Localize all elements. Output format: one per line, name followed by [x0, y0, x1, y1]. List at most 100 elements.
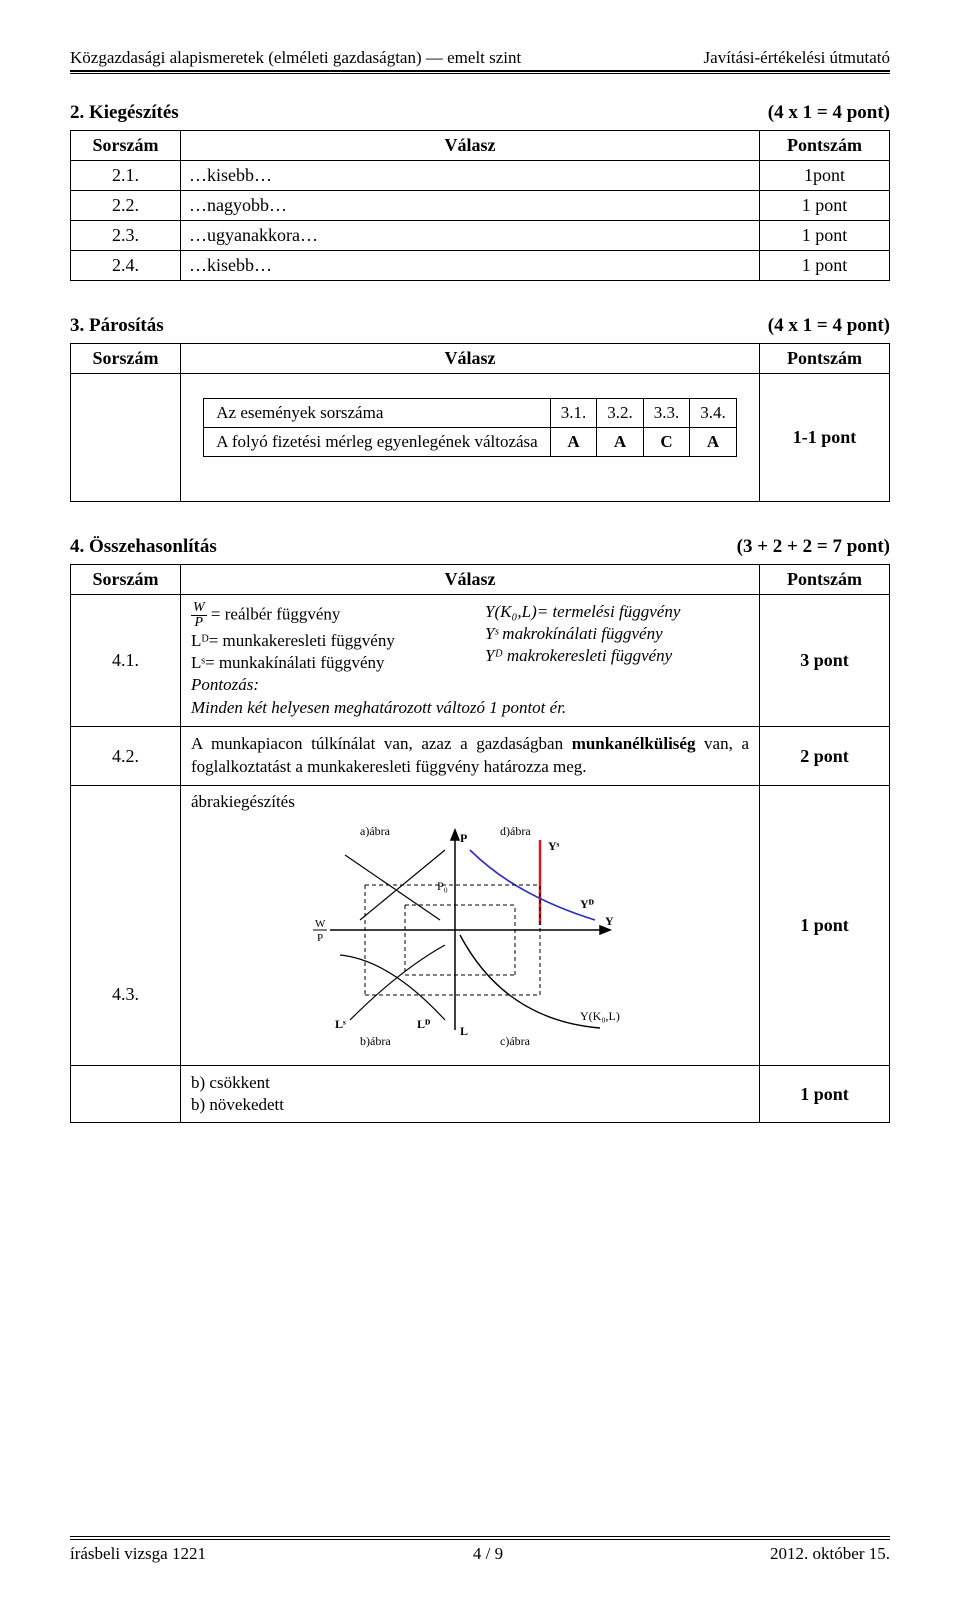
cell-pont: 1pont	[760, 161, 890, 191]
label-d: d)ábra	[500, 824, 531, 838]
table-row: 2.3. …ugyanakkora… 1 pont	[71, 221, 890, 251]
section2-title: 2. Kiegészítés	[70, 102, 179, 124]
line: Lᴰ= munkakeresleti függvény	[191, 630, 455, 652]
cell-sorszam: 2.1.	[71, 161, 181, 191]
line: W P = reálbér függvény	[191, 601, 455, 630]
section2-points: (4 x 1 = 4 pont)	[768, 102, 890, 124]
line: Y(K₀,L)= termelési függvény	[485, 601, 749, 623]
cell-pont: 1 pont	[760, 1065, 890, 1122]
inner-cell: A	[690, 428, 737, 457]
inner-cell: 3.3.	[643, 399, 690, 428]
cell-sorszam: 4.2.	[71, 727, 181, 786]
footer-center: 4 / 9	[473, 1544, 503, 1564]
cell-sorszam: 2.2.	[71, 191, 181, 221]
chart-label: ábrakiegészítés	[191, 792, 749, 812]
th-pontszam: Pontszám	[760, 131, 890, 161]
line: Yˢ makrokínálati függvény	[485, 623, 749, 645]
col-left: W P = reálbér függvény Lᴰ= munkakereslet…	[191, 601, 455, 674]
th-pontszam: Pontszám	[760, 565, 890, 595]
line: b) csökkent	[191, 1072, 749, 1094]
table-row: 4.3. ábrakiegészítés	[71, 785, 890, 1065]
label-L: L	[460, 1024, 468, 1038]
col-right: Y(K₀,L)= termelési függvény Yˢ makrokíná…	[485, 601, 749, 674]
table-section4: Sorszám Válasz Pontszám 4.1. W P = reálb…	[70, 564, 890, 1123]
cell-sorszam: 2.3.	[71, 221, 181, 251]
inner-cell: 3.2.	[597, 399, 644, 428]
fraction-wp: W P	[191, 601, 207, 630]
frac-den: P	[191, 616, 207, 630]
inner-cell: A	[550, 428, 597, 457]
text: A munkapiacon túlkínálat van, azaz a gaz…	[191, 734, 749, 776]
cell-valasz: …kisebb…	[181, 161, 760, 191]
header-right: Javítási-értékelési útmutató	[704, 48, 890, 68]
table-row: b) csökkent b) növekedett 1 pont	[71, 1065, 890, 1122]
th-sorszam: Sorszám	[71, 344, 181, 374]
label-Pdenom: P	[317, 932, 323, 944]
label-b: b)ábra	[360, 1034, 391, 1048]
table-row: 2.2. …nagyobb… 1 pont	[71, 191, 890, 221]
footer: írásbeli vizsga 1221 4 / 9 2012. október…	[70, 1536, 890, 1564]
cell-pont: 1 pont	[760, 251, 890, 281]
cell-valasz: Az események sorszáma 3.1. 3.2. 3.3. 3.4…	[181, 374, 760, 502]
cell-pont: 3 pont	[760, 595, 890, 727]
inner-label: Az események sorszáma	[204, 399, 550, 428]
cell-valasz: …kisebb…	[181, 251, 760, 281]
table-row: 2.4. …kisebb… 1 pont	[71, 251, 890, 281]
inner-label: A folyó fizetési mérleg egyenlegének vál…	[204, 428, 550, 457]
table-row: 4.1. W P = reálbér függvény Lᴰ= munkaker…	[71, 595, 890, 727]
cell-sorszam: 4.3.	[71, 785, 181, 1065]
line: Yᴰ makrokeresleti függvény	[485, 645, 749, 667]
th-sorszam: Sorszám	[71, 131, 181, 161]
th-valasz: Válasz	[181, 344, 760, 374]
cell-sorszam	[71, 1065, 181, 1122]
inner-table: Az események sorszáma 3.1. 3.2. 3.3. 3.4…	[203, 398, 736, 457]
footer-right: 2012. október 15.	[770, 1544, 890, 1564]
cell-valasz: b) csökkent b) növekedett	[181, 1065, 760, 1122]
cell-sorszam: 4.1.	[71, 595, 181, 727]
footer-left: írásbeli vizsga 1221	[70, 1544, 206, 1564]
cell-pont: 1 pont	[760, 191, 890, 221]
cell-valasz: …ugyanakkora…	[181, 221, 760, 251]
table-section3: Sorszám Válasz Pontszám Az események sor…	[70, 343, 890, 502]
label-c: c)ábra	[500, 1034, 531, 1048]
cell-sorszam: 2.4.	[71, 251, 181, 281]
table-row: 2.1. …kisebb… 1pont	[71, 161, 890, 191]
label-W: W	[315, 918, 326, 930]
cell-valasz: A munkapiacon túlkínálat van, azaz a gaz…	[181, 727, 760, 786]
cell-valasz: …nagyobb…	[181, 191, 760, 221]
label-a: a)ábra	[360, 824, 391, 838]
inner-cell: C	[643, 428, 690, 457]
section4-points: (3 + 2 + 2 = 7 pont)	[737, 536, 890, 558]
label-YKL: Y(K₀,L)	[580, 1009, 620, 1023]
inner-cell: 3.1.	[550, 399, 597, 428]
section3-points: (4 x 1 = 4 pont)	[768, 315, 890, 337]
label-P0: P₀	[437, 879, 448, 893]
text: = reálbér függvény	[211, 604, 340, 623]
diagram-four-panel: a)ábra d)ábra b)ábra c)ábra P P₀ Y Yˢ Yᴰ…	[305, 820, 635, 1050]
cell-valasz: ábrakiegészítés	[181, 785, 760, 1065]
cell-sorszam	[71, 374, 181, 502]
line: Lˢ= munkakínálati függvény	[191, 652, 455, 674]
cell-valasz: W P = reálbér függvény Lᴰ= munkakereslet…	[181, 595, 760, 727]
inner-cell: 3.4.	[690, 399, 737, 428]
th-pontszam: Pontszám	[760, 344, 890, 374]
header-rule-double	[70, 71, 890, 74]
section4-title: 4. Összehasonlítás	[70, 536, 217, 558]
label-YD: Yᴰ	[580, 897, 595, 911]
label-Y: Y	[605, 914, 614, 928]
cell-pont: 1 pont	[760, 221, 890, 251]
frac-num: W	[191, 601, 207, 616]
pontozas-label: Pontozás:	[191, 674, 749, 697]
cell-pont: 1 pont	[760, 785, 890, 1065]
line: b) növekedett	[191, 1094, 749, 1116]
th-valasz: Válasz	[181, 131, 760, 161]
table-row: Az események sorszáma 3.1. 3.2. 3.3. 3.4…	[71, 374, 890, 502]
table-row: 4.2. A munkapiacon túlkínálat van, azaz …	[71, 727, 890, 786]
cell-pont: 2 pont	[760, 727, 890, 786]
label-YS: Yˢ	[548, 839, 560, 853]
header-left: Közgazdasági alapismeretek (elméleti gaz…	[70, 48, 521, 68]
cell-pont: 1-1 pont	[760, 374, 890, 502]
label-P: P	[460, 831, 467, 845]
label-LS: Lˢ	[335, 1017, 346, 1031]
table-section2: Sorszám Válasz Pontszám 2.1. …kisebb… 1p…	[70, 130, 890, 281]
